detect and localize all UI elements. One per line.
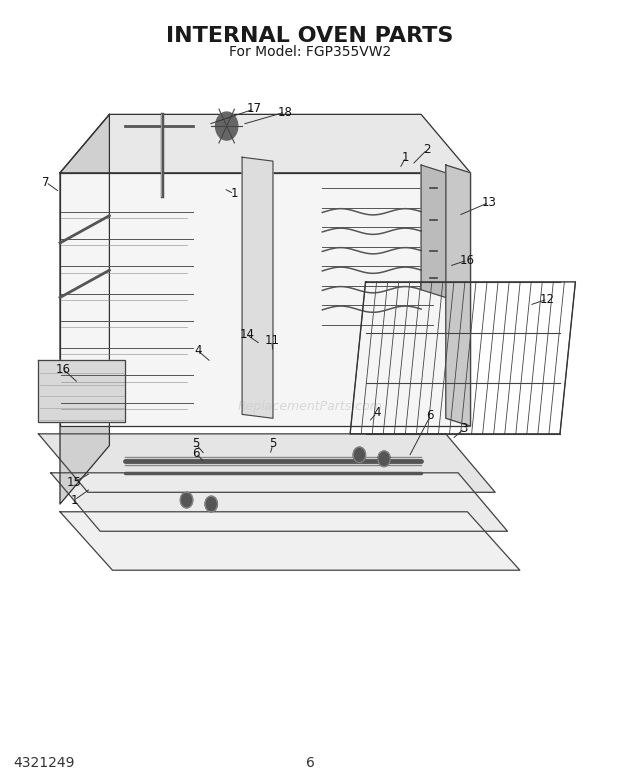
Text: 15: 15 [67,475,82,489]
Circle shape [180,493,193,508]
Circle shape [216,112,238,140]
Polygon shape [38,360,125,422]
Circle shape [353,447,366,463]
Text: 7: 7 [42,176,50,188]
Text: 6: 6 [192,447,200,460]
Text: 16: 16 [56,363,71,375]
Text: 18: 18 [278,106,293,119]
Text: INTERNAL OVEN PARTS: INTERNAL OVEN PARTS [166,27,454,46]
Polygon shape [60,173,471,426]
Text: 4: 4 [373,407,381,419]
Polygon shape [60,511,520,570]
Polygon shape [421,165,446,297]
Polygon shape [38,434,495,493]
Text: 1: 1 [71,493,78,507]
Text: 11: 11 [264,334,279,347]
Text: For Model: FGP355VW2: For Model: FGP355VW2 [229,45,391,59]
Text: 12: 12 [540,292,555,306]
Polygon shape [242,157,273,418]
Text: 4321249: 4321249 [14,756,75,770]
Circle shape [378,451,390,467]
Text: 5: 5 [269,437,277,450]
Text: 6: 6 [427,410,434,422]
Polygon shape [446,165,471,426]
Text: 1: 1 [402,151,409,163]
Text: 2: 2 [423,143,431,156]
Text: 3: 3 [461,422,468,435]
Polygon shape [60,114,109,504]
Text: 1: 1 [231,188,238,200]
Text: 4: 4 [194,344,202,357]
Polygon shape [51,473,508,531]
Text: 14: 14 [239,328,255,342]
Circle shape [205,497,218,511]
Text: 13: 13 [482,196,497,209]
Text: 16: 16 [460,253,475,267]
Text: 5: 5 [192,437,200,450]
Text: 6: 6 [306,756,314,770]
Text: ReplacementParts.com: ReplacementParts.com [237,400,383,413]
Text: 17: 17 [247,102,262,116]
Polygon shape [60,114,471,173]
